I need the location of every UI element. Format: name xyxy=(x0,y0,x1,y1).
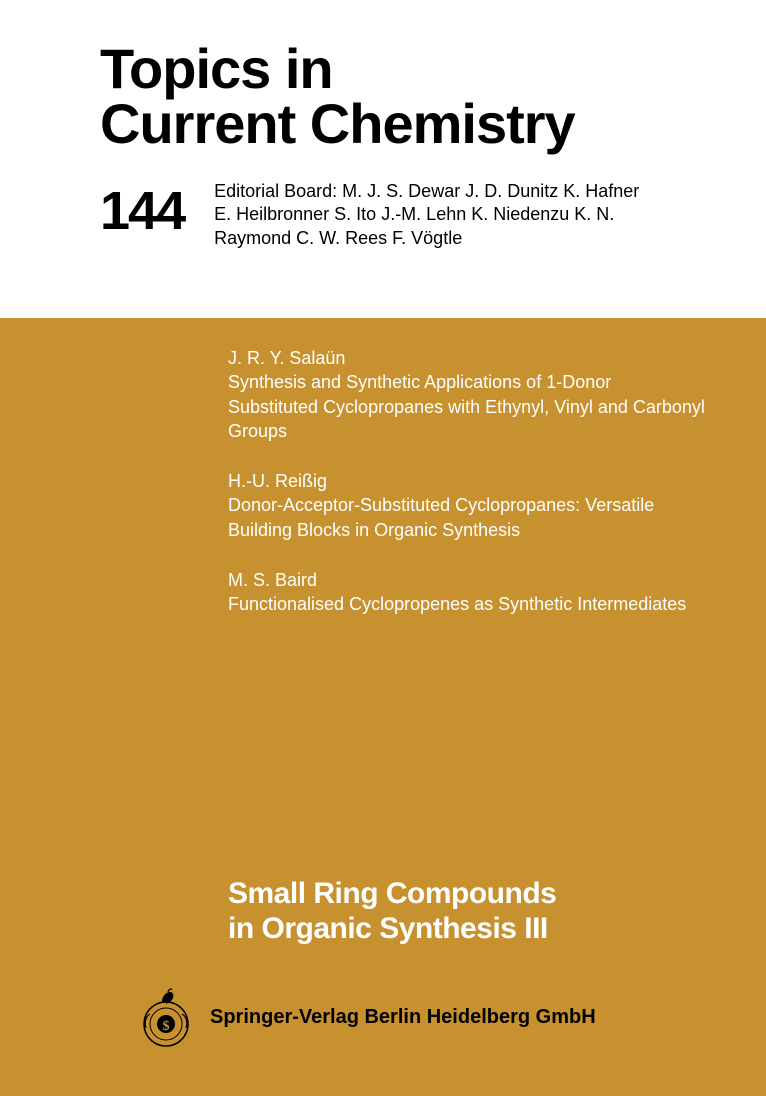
article-1-author: J. R. Y. Salaün xyxy=(228,346,706,370)
volume-title: Small Ring Compounds in Organic Synthesi… xyxy=(228,877,556,946)
article-3-title: Functionalised Cyclopropenes as Syntheti… xyxy=(228,592,706,616)
publisher-name: Springer-Verlag Berlin Heidelberg GmbH xyxy=(210,1006,596,1029)
springer-logo-icon: $ xyxy=(140,986,192,1048)
series-title-line2: Current Chemistry xyxy=(100,92,575,155)
article-1: J. R. Y. Salaün Synthesis and Synthetic … xyxy=(228,346,706,443)
publisher-row: $ Springer-Verlag Berlin Heidelberg GmbH xyxy=(140,986,596,1048)
article-2: H.-U. Reißig Donor-Acceptor-Substituted … xyxy=(228,469,706,542)
svg-text:$: $ xyxy=(163,1019,170,1034)
series-title: Topics in Current Chemistry xyxy=(100,42,706,152)
volume-title-line1: Small Ring Compounds xyxy=(228,877,556,910)
series-title-line1: Topics in xyxy=(100,37,333,100)
volume-number: 144 xyxy=(100,184,184,250)
header-row: 144 Editorial Board: M. J. S. Dewar J. D… xyxy=(100,180,706,250)
top-section: Topics in Current Chemistry 144 Editoria… xyxy=(0,0,766,318)
article-3: M. S. Baird Functionalised Cyclopropenes… xyxy=(228,568,706,617)
bottom-section: J. R. Y. Salaün Synthesis and Synthetic … xyxy=(0,318,766,1096)
article-2-title: Donor-Acceptor-Substituted Cyclopropanes… xyxy=(228,493,706,542)
article-1-title: Synthesis and Synthetic Applications of … xyxy=(228,370,706,443)
volume-title-line2: in Organic Synthesis III xyxy=(228,912,548,945)
article-2-author: H.-U. Reißig xyxy=(228,469,706,493)
editorial-board: Editorial Board: M. J. S. Dewar J. D. Du… xyxy=(214,180,654,250)
article-3-author: M. S. Baird xyxy=(228,568,706,592)
